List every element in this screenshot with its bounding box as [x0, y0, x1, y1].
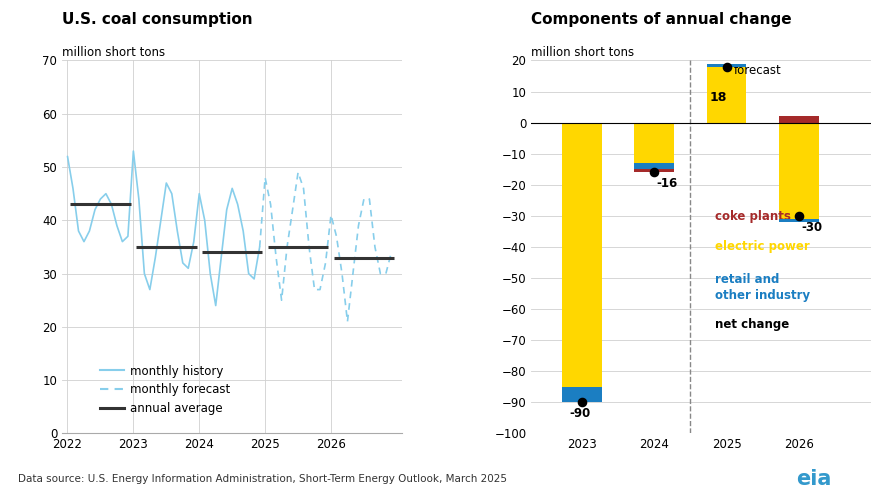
- Bar: [635, 169, 674, 172]
- Bar: [779, 122, 819, 219]
- Text: -16: -16: [656, 177, 677, 190]
- Bar: [635, 163, 674, 169]
- Text: net change: net change: [715, 318, 789, 331]
- Legend: monthly history, monthly forecast, annual average: monthly history, monthly forecast, annua…: [95, 360, 235, 420]
- Text: retail and
other industry: retail and other industry: [715, 273, 810, 302]
- Text: -30: -30: [801, 221, 822, 233]
- Bar: [707, 64, 747, 122]
- Text: coke plants: coke plants: [715, 210, 790, 223]
- Point: [792, 212, 806, 220]
- Text: eia: eia: [796, 469, 831, 489]
- Text: 18: 18: [709, 91, 726, 104]
- Text: million short tons: million short tons: [62, 45, 165, 58]
- Bar: [562, 122, 602, 387]
- Bar: [707, 64, 747, 67]
- Bar: [635, 122, 674, 163]
- Point: [575, 398, 589, 406]
- Bar: [779, 219, 819, 222]
- Text: Components of annual change: Components of annual change: [532, 12, 792, 27]
- Text: electric power: electric power: [715, 239, 810, 253]
- Text: forecast: forecast: [733, 64, 781, 77]
- Bar: [562, 387, 602, 402]
- Text: Data source: U.S. Energy Information Administration, Short-Term Energy Outlook, : Data source: U.S. Energy Information Adm…: [18, 474, 507, 484]
- Text: -90: -90: [569, 407, 590, 420]
- Bar: [779, 116, 819, 122]
- Point: [647, 168, 661, 176]
- Text: million short tons: million short tons: [532, 45, 635, 58]
- Point: [719, 62, 733, 71]
- Text: U.S. coal consumption: U.S. coal consumption: [62, 12, 252, 27]
